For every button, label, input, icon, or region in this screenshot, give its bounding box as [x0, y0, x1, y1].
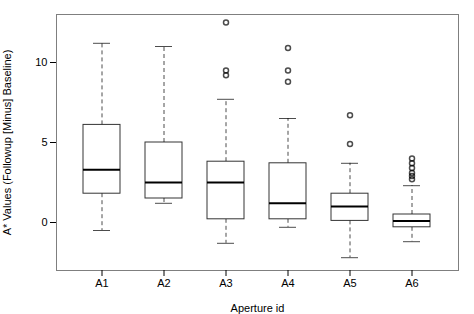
svg-text:0: 0 — [41, 216, 47, 228]
svg-text:A3: A3 — [219, 277, 232, 289]
svg-text:A6: A6 — [405, 277, 418, 289]
svg-text:A5: A5 — [343, 277, 356, 289]
svg-text:A2: A2 — [157, 277, 170, 289]
svg-text:A* Values (Followup [Minus] Ba: A* Values (Followup [Minus] Baseline) — [1, 50, 13, 236]
svg-text:A1: A1 — [95, 277, 108, 289]
svg-text:A4: A4 — [281, 277, 294, 289]
svg-text:5: 5 — [41, 136, 47, 148]
svg-text:10: 10 — [35, 56, 47, 68]
svg-text:Aperture id: Aperture id — [231, 302, 285, 314]
